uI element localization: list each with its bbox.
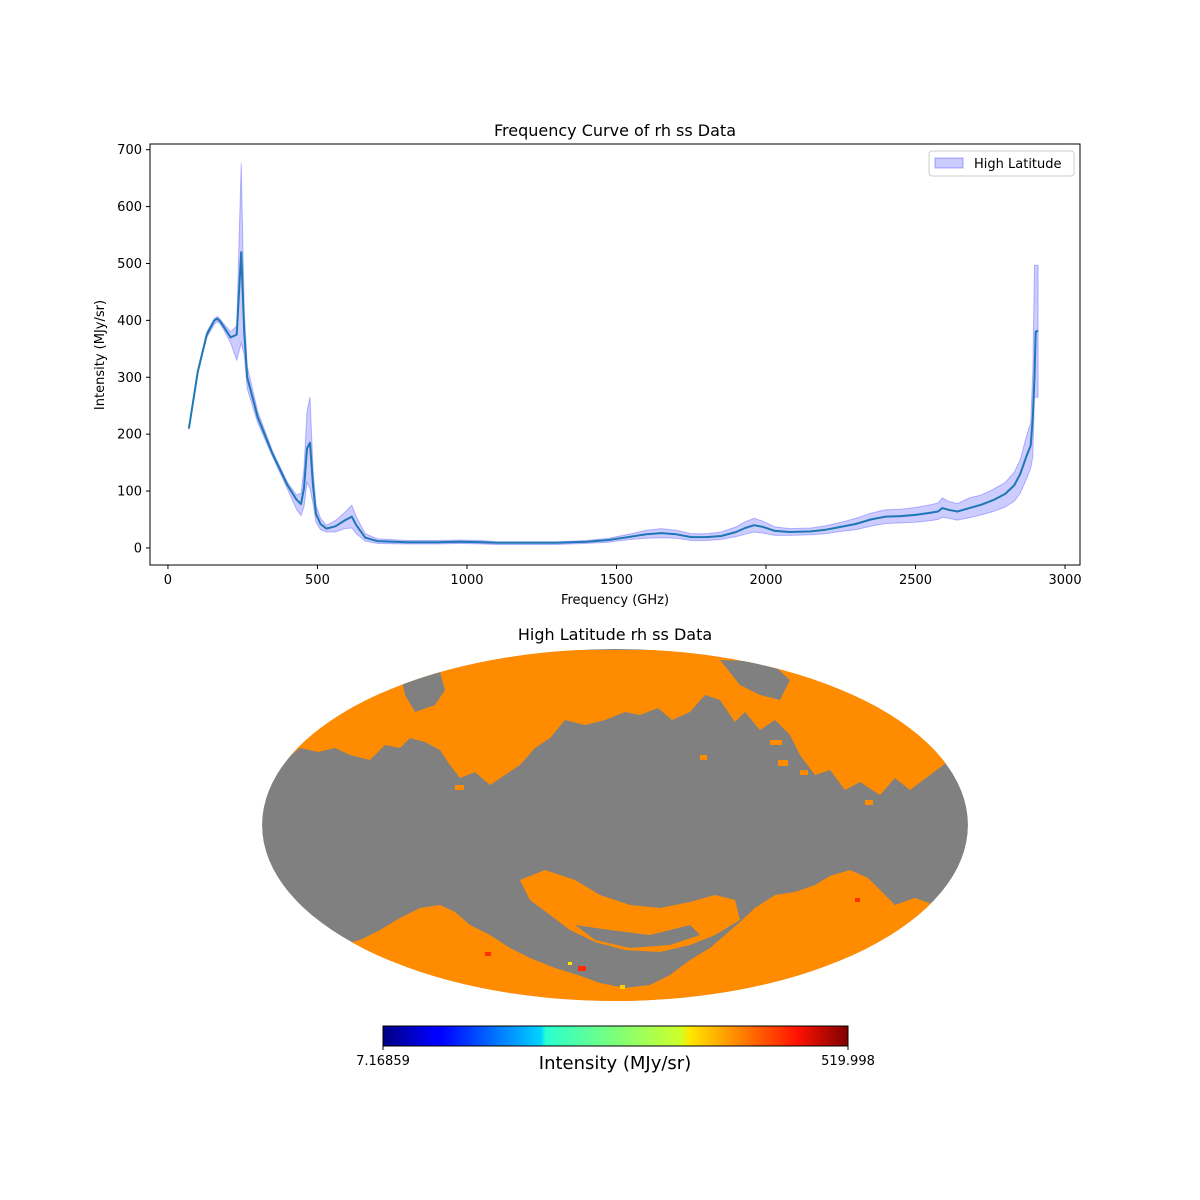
y-tick-label: 0	[134, 541, 142, 556]
colorbar-label: Intensity (MJy/sr)	[539, 1053, 691, 1074]
legend-swatch	[934, 157, 964, 169]
x-axis-label: Frequency (GHz)	[561, 593, 669, 608]
x-tick-label: 500	[305, 573, 330, 588]
x-tick-label: 1500	[600, 573, 633, 588]
frequency-curve-chart: Frequency Curve of rh ss Data 0 500 1000 15…	[93, 121, 1082, 608]
x-tick-label: 3000	[1049, 573, 1082, 588]
x-tick-label: 2000	[749, 573, 782, 588]
legend-label: High Latitude	[974, 157, 1062, 172]
north-gray-hole-2	[720, 660, 790, 700]
y-tick-label: 400	[117, 314, 142, 329]
y-axis-ticks: 0 100 200 300 400 500 600 700	[117, 143, 150, 556]
south-inner-gray	[575, 925, 700, 948]
north-emission-patches	[455, 740, 873, 805]
colorbar-gradient	[382, 1025, 849, 1047]
y-tick-label: 200	[117, 428, 142, 443]
x-tick-label: 0	[164, 573, 172, 588]
line-plot-area	[187, 163, 1039, 545]
colorbar-max-label: 519.998	[821, 1054, 875, 1069]
y-tick-label: 300	[117, 371, 142, 386]
line-chart-title: Frequency Curve of rh ss Data	[494, 121, 736, 140]
legend-box	[928, 150, 1075, 177]
y-tick-label: 100	[117, 485, 142, 500]
line-plot-frame	[149, 143, 1081, 566]
south-hotspots	[485, 898, 860, 989]
y-tick-label: 500	[117, 257, 142, 272]
south-emission-region	[262, 870, 968, 1001]
x-tick-label: 2500	[899, 573, 932, 588]
y-axis-label: Intensity (MJy/sr)	[93, 300, 108, 410]
map-title: High Latitude rh ss Data	[518, 625, 712, 644]
sky-map	[262, 649, 968, 1001]
x-tick-label: 1000	[450, 573, 483, 588]
x-axis-ticks: 0 500 1000 1500 2000 2500 3000	[164, 565, 1082, 588]
high-latitude-band	[188, 163, 1039, 545]
mollweide-map: High Latitude rh ss Data	[262, 625, 968, 1001]
colorbar: 7.16859 519.998 Intensity (MJy/sr)	[356, 1025, 875, 1074]
colorbar-min-label: 7.16859	[356, 1054, 410, 1069]
y-tick-label: 700	[117, 143, 142, 158]
y-tick-label: 600	[117, 200, 142, 215]
mean-intensity-line	[187, 251, 1039, 544]
legend: High Latitude	[928, 150, 1075, 177]
